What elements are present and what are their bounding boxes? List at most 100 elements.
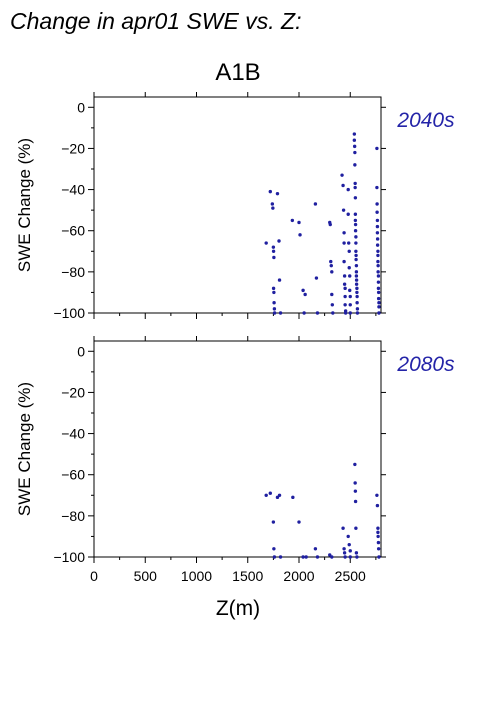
data-point: [376, 534, 380, 539]
data-point: [329, 259, 333, 264]
data-point: [297, 520, 301, 524]
y-tick-label: 0: [77, 99, 85, 115]
data-point: [341, 526, 345, 530]
data-point: [375, 146, 379, 151]
period-label: 2080s: [396, 353, 455, 376]
data-point: [313, 202, 318, 206]
data-point: [375, 224, 380, 229]
data-point: [343, 286, 347, 291]
data-point: [272, 290, 276, 295]
y-tick-label: −80: [61, 264, 85, 280]
data-point: [353, 163, 357, 167]
data-point: [354, 263, 359, 268]
data-point: [347, 266, 351, 270]
data-point: [348, 555, 352, 559]
data-point: [341, 208, 346, 212]
data-point: [290, 218, 295, 223]
data-point: [342, 274, 347, 278]
data-point: [277, 493, 282, 497]
data-point: [271, 206, 275, 210]
data-point: [301, 288, 305, 293]
y-tick-label: 0: [77, 343, 85, 359]
data-point: [376, 547, 381, 551]
data-point: [264, 493, 268, 497]
data-point: [343, 311, 348, 315]
data-point: [343, 294, 347, 299]
data-point: [303, 292, 307, 297]
data-point: [376, 286, 381, 291]
data-point: [272, 307, 277, 311]
data-point: [264, 241, 268, 245]
data-point: [342, 259, 346, 264]
data-point: [278, 555, 283, 559]
data-point: [353, 196, 358, 200]
data-point: [355, 311, 360, 315]
panel-2080s: 0 −20 −40 −60 −80 −100 0 500 1000 1500 2000 2500 SWE…: [15, 336, 455, 584]
data-point: [353, 181, 357, 186]
data-point: [354, 249, 358, 253]
data-point: [347, 249, 351, 253]
data-point: [375, 503, 380, 508]
panel-2040s: 0 −20 −40 −60 −80 −100 SWE Change (%) 2040s: [15, 92, 455, 321]
data-point: [354, 282, 359, 286]
x-tick-label: 1500: [232, 568, 263, 584]
data-point: [348, 303, 352, 307]
data-point: [315, 311, 320, 315]
x-tick-label: 0: [90, 568, 98, 584]
data-point: [353, 185, 357, 190]
data-point: [271, 249, 276, 253]
data-point: [348, 549, 352, 553]
data-point: [315, 555, 320, 559]
data-point: [277, 278, 282, 282]
data-point: [377, 301, 381, 305]
data-point: [355, 294, 359, 299]
data-point: [376, 290, 381, 295]
data-point: [330, 292, 334, 297]
data-point: [348, 274, 352, 278]
y-tick-label: −20: [61, 140, 85, 156]
data-point: [348, 311, 352, 315]
y-tick-label: −100: [53, 305, 85, 321]
data-point: [271, 245, 276, 249]
data-point: [377, 555, 381, 559]
scenario-label: A1B: [215, 59, 260, 86]
x-axis-label: Z(m): [216, 597, 260, 620]
data-point: [354, 278, 359, 282]
data-point: [342, 231, 346, 235]
data-point: [376, 296, 381, 301]
data-point: [376, 259, 380, 264]
data-point: [275, 495, 280, 500]
data-point: [302, 311, 306, 315]
data-point: [272, 301, 276, 305]
data-point: [275, 191, 280, 196]
data-point: [353, 489, 358, 493]
y-tick-label: −100: [53, 549, 85, 565]
data-point: [268, 491, 272, 495]
figure-title: Change in apr01 SWE vs. Z:: [10, 8, 301, 34]
data-point: [376, 270, 380, 274]
data-point: [352, 132, 357, 136]
data-point: [353, 150, 357, 155]
data-point: [353, 499, 358, 504]
data-point: [375, 237, 380, 241]
data-point: [297, 220, 301, 225]
data-point: [342, 241, 346, 245]
y-tick-label: −60: [61, 223, 85, 239]
data-point: [377, 311, 381, 315]
data-point: [328, 553, 332, 557]
data-point: [375, 243, 380, 247]
data-point: [270, 202, 275, 206]
data-point: [354, 274, 359, 278]
data-point: [340, 173, 344, 177]
data-point: [272, 311, 277, 315]
period-label: 2040s: [396, 109, 455, 132]
data-point: [354, 253, 358, 258]
plot-frame: [93, 96, 382, 314]
data-point: [353, 218, 358, 223]
data-point: [348, 288, 352, 293]
data-point: [314, 276, 319, 280]
data-point: [346, 187, 350, 192]
data-point: [375, 493, 379, 497]
data-point: [346, 212, 350, 216]
